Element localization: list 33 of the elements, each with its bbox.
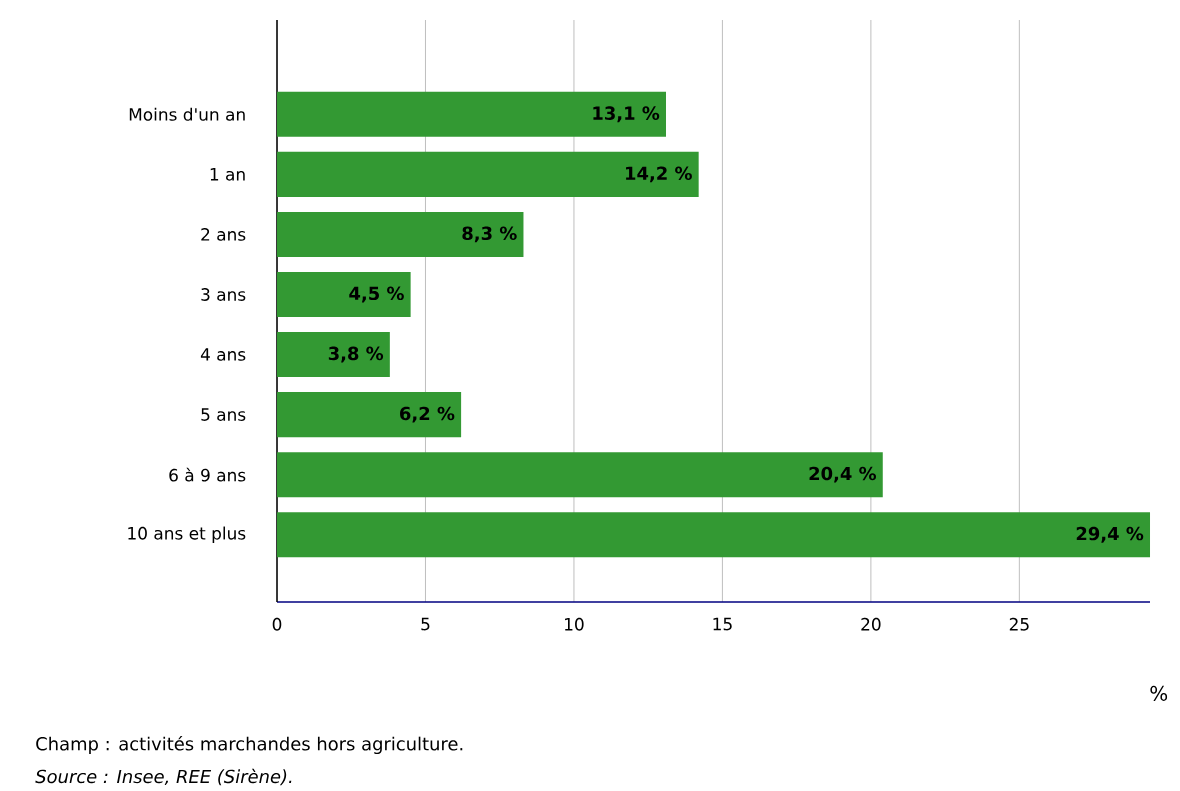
bar xyxy=(277,512,1151,558)
bar xyxy=(277,452,883,498)
data-label: 13,1 % xyxy=(593,106,660,123)
y-tick-label: 10 ans et plus xyxy=(128,526,246,543)
bar xyxy=(277,151,699,197)
x-axis-title: % xyxy=(1150,685,1168,701)
data-label: 4,5 % xyxy=(349,286,404,303)
data-label: 14,2 % xyxy=(626,166,692,183)
bar xyxy=(277,271,411,318)
data-label: 20,4 % xyxy=(809,466,877,483)
y-tick-label: 1 an xyxy=(210,168,245,181)
y-tick-label: 3 ans xyxy=(201,288,246,301)
data-label: 8,3 % xyxy=(462,226,517,243)
y-tick-label: 2 ans xyxy=(201,228,246,241)
text: Champ : activités marchandes hors agriculture. xyxy=(36,735,463,755)
bar xyxy=(277,91,666,137)
data-label: 3,8 % xyxy=(328,346,384,363)
bar xyxy=(277,211,524,257)
x-tick-label: 5 xyxy=(421,617,430,631)
bar xyxy=(277,332,390,378)
x-tick-label: 10 xyxy=(565,617,584,631)
x-tick-label: 0 xyxy=(272,617,282,631)
x-tick-label: 25 xyxy=(1009,617,1029,631)
y-tick-label: 4 ans xyxy=(200,348,246,361)
data-label: 29,4 % xyxy=(1076,526,1144,543)
y-tick-label: 5 ans xyxy=(201,408,246,421)
x-tick-label: 20 xyxy=(861,617,881,631)
y-tick-label: Moins d'un an xyxy=(129,107,245,121)
bar xyxy=(277,392,462,438)
data-label: 6,2 % xyxy=(400,406,455,423)
y-tick-label: 6 à 9 ans xyxy=(169,467,246,482)
source-note: Source : Insee, REE (Sirène). xyxy=(35,768,292,786)
x-tick-label: 15 xyxy=(713,617,732,631)
